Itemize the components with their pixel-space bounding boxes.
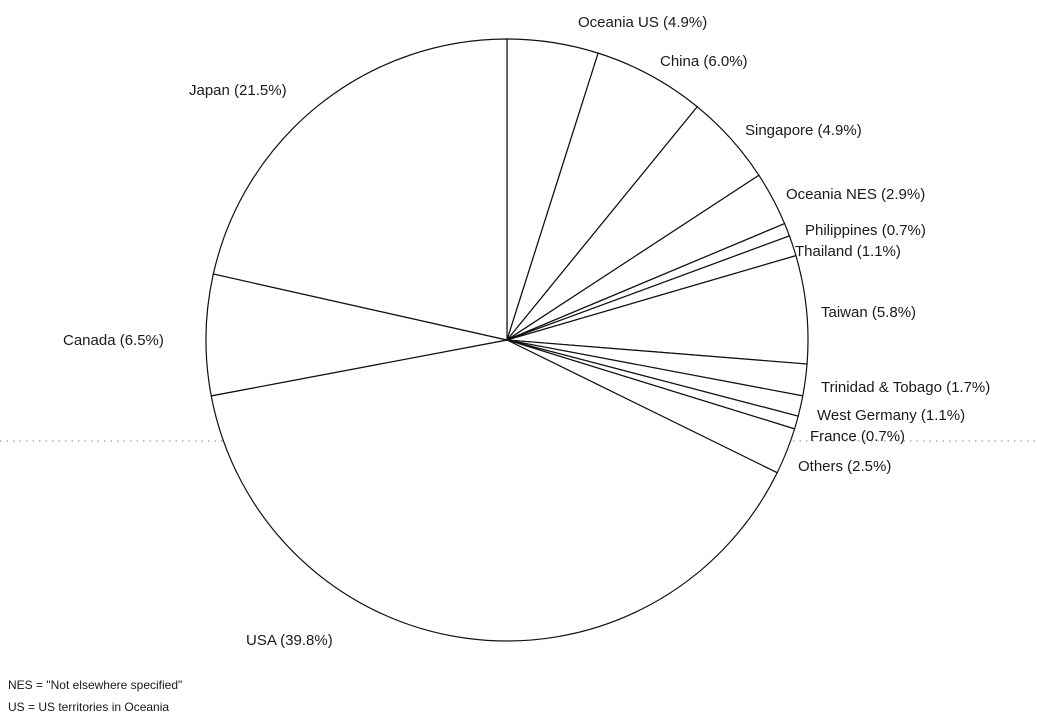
slice-label: Oceania NES (2.9%) <box>786 186 925 203</box>
slice-label: West Germany (1.1%) <box>817 407 965 424</box>
slice-label: USA (39.8%) <box>246 632 333 649</box>
slice-label: Others (2.5%) <box>798 458 891 475</box>
footnote-us: US = US territories in Oceania <box>8 700 170 714</box>
slice-label: China (6.0%) <box>660 53 748 70</box>
footnote-nes: NES = "Not elsewhere specified" <box>8 678 183 692</box>
slice-label: Trinidad & Tobago (1.7%) <box>821 379 990 396</box>
slice-label: Thailand (1.1%) <box>795 243 901 260</box>
slice-label: France (0.7%) <box>810 428 905 445</box>
slice-label: Taiwan (5.8%) <box>821 304 916 321</box>
slice-label: Oceania US (4.9%) <box>578 14 707 31</box>
slice-label: Singapore (4.9%) <box>745 122 862 139</box>
slice-label: Philippines (0.7%) <box>805 222 926 239</box>
slice-label: Japan (21.5%) <box>189 82 287 99</box>
pie-slice <box>205 273 508 397</box>
pie-slice <box>210 339 778 642</box>
pie-slice <box>212 38 508 341</box>
slice-label: Canada (6.5%) <box>63 332 164 349</box>
